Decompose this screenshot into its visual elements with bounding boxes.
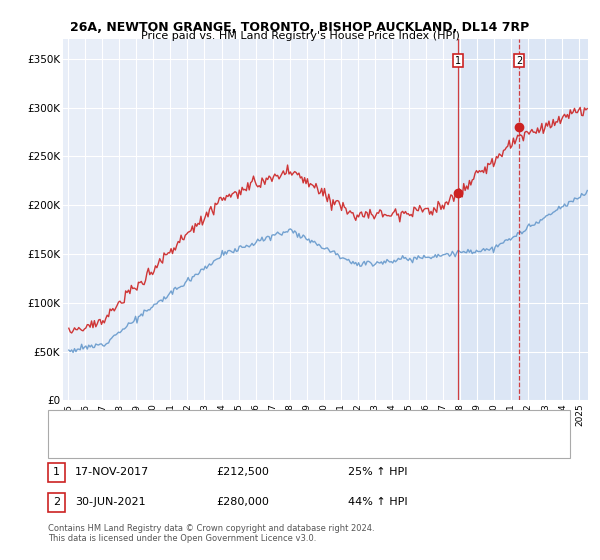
Text: 25% ↑ HPI: 25% ↑ HPI <box>348 467 407 477</box>
Text: 26A, NEWTON GRANGE, TORONTO, BISHOP AUCKLAND, DL14 7RP: 26A, NEWTON GRANGE, TORONTO, BISHOP AUCK… <box>70 21 530 34</box>
Text: Contains HM Land Registry data © Crown copyright and database right 2024.: Contains HM Land Registry data © Crown c… <box>48 524 374 533</box>
Text: 17-NOV-2017: 17-NOV-2017 <box>75 467 149 477</box>
Text: 30-JUN-2021: 30-JUN-2021 <box>75 497 146 507</box>
Text: This data is licensed under the Open Government Licence v3.0.: This data is licensed under the Open Gov… <box>48 534 316 543</box>
Text: 2: 2 <box>53 497 60 507</box>
Text: ────: ──── <box>54 417 77 427</box>
Text: 44% ↑ HPI: 44% ↑ HPI <box>348 497 407 507</box>
Text: 1: 1 <box>53 467 60 477</box>
Text: 26A, NEWTON GRANGE, TORONTO, BISHOP AUCKLAND, DL14 7RP (detached house): 26A, NEWTON GRANGE, TORONTO, BISHOP AUCK… <box>87 418 485 427</box>
Text: Price paid vs. HM Land Registry's House Price Index (HPI): Price paid vs. HM Land Registry's House … <box>140 31 460 41</box>
Text: £280,000: £280,000 <box>216 497 269 507</box>
Bar <box>458 39 590 400</box>
Text: £212,500: £212,500 <box>216 467 269 477</box>
Text: 2: 2 <box>516 55 522 66</box>
Text: 1: 1 <box>455 55 461 66</box>
Text: ────: ──── <box>54 440 77 450</box>
Text: HPI: Average price, detached house, County Durham: HPI: Average price, detached house, Coun… <box>87 441 338 450</box>
